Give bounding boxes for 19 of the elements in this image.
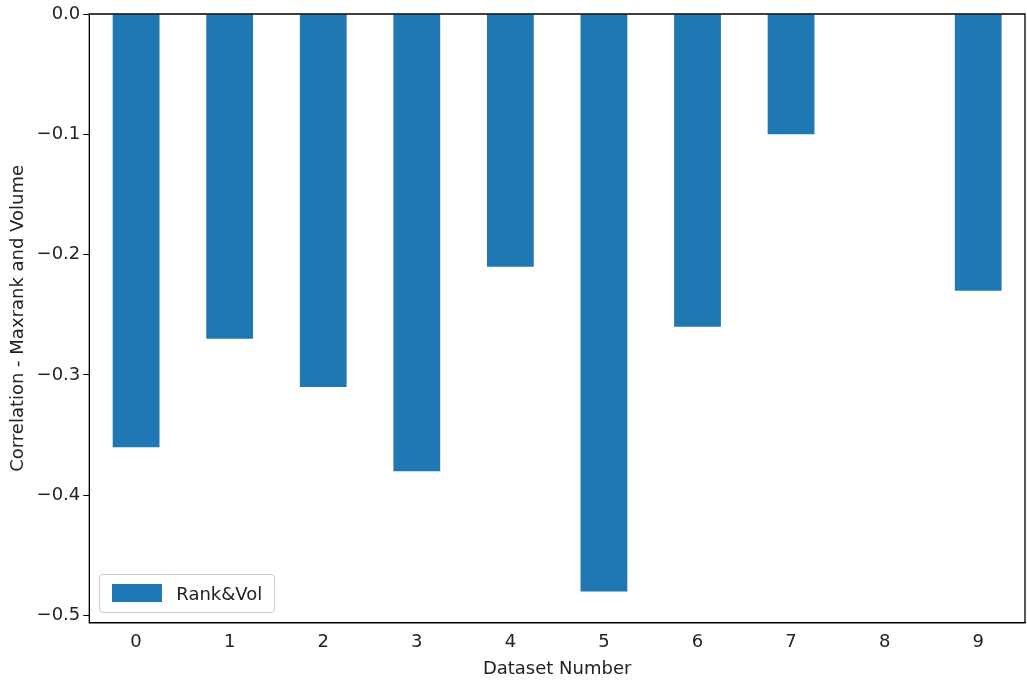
x-tick-label: 1	[223, 630, 236, 652]
y-tick-label: −0.1	[36, 121, 81, 143]
x-tick-label: 6	[691, 630, 704, 652]
x-tick-label: 8	[878, 630, 891, 652]
x-tick-label: 2	[317, 630, 329, 652]
legend-label: Rank&Vol	[176, 582, 263, 604]
x-tick-label: 0	[130, 630, 142, 652]
y-tick-label: −0.4	[36, 482, 81, 504]
y-tick-label: −0.3	[36, 362, 81, 384]
y-tick-label: 0.0	[51, 1, 81, 23]
y-tick-label: −0.5	[36, 603, 81, 625]
x-tick-label: 9	[972, 630, 984, 652]
y-axis-title: Correlation - Maxrank and Volume	[6, 164, 28, 472]
x-tick-label: 3	[411, 630, 423, 652]
x-tick-label: 7	[785, 630, 797, 652]
y-tick-label: −0.2	[36, 242, 81, 264]
x-tick-label: 4	[504, 630, 517, 652]
x-axis-title: Dataset Number	[482, 656, 633, 678]
x-tick-label: 5	[598, 630, 610, 652]
